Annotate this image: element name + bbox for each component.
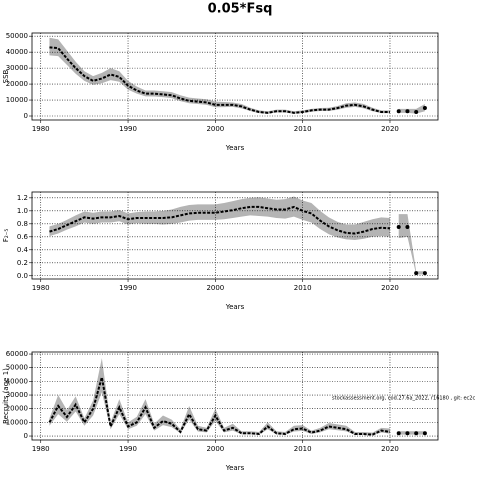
y-axis-label: Recruits (age 1): [2, 368, 10, 424]
confidence-band: [49, 358, 390, 436]
y-tick-label: 0.0: [17, 272, 28, 280]
x-tick-label: 2010: [294, 445, 312, 453]
annotation: stockassessment.org, cod.27.6a_2022, r16…: [332, 396, 475, 402]
x-tick-label: 1990: [119, 445, 137, 453]
y-tick-label: 1.0: [17, 207, 28, 215]
projection-point: [422, 106, 427, 111]
x-tick-label: 2010: [294, 125, 312, 133]
estimate-line: [49, 46, 390, 114]
x-axis-label: Years: [225, 303, 245, 311]
projection-point: [405, 431, 410, 436]
x-tick-label: 1980: [32, 445, 50, 453]
y-tick-label: 60000: [6, 350, 28, 358]
y-axis-label: SSB: [2, 69, 10, 83]
projection-point: [396, 431, 401, 436]
y-tick-label: 0.8: [17, 220, 28, 228]
x-tick-label: 2000: [206, 445, 224, 453]
confidence-band: [398, 214, 425, 275]
x-tick-label: 1980: [32, 284, 50, 292]
y-tick-label: 20000: [6, 405, 28, 413]
projection-point: [414, 271, 419, 276]
x-tick-label: 2010: [294, 284, 312, 292]
estimate-line: [49, 205, 391, 235]
y-axis-label: F₂₋₅: [2, 229, 10, 243]
projection-point: [405, 225, 410, 230]
x-tick-label: 2020: [381, 284, 399, 292]
y-tick-label: 0.4: [17, 246, 29, 254]
x-axis-label: Years: [225, 464, 245, 472]
y-tick-label: 40000: [6, 377, 28, 385]
y-tick-label: 30000: [6, 64, 28, 72]
y-tick-label: 50000: [6, 364, 28, 372]
y-tick-label: 0: [24, 432, 28, 440]
confidence-band: [398, 431, 425, 435]
projection-point: [422, 431, 427, 436]
projection-point: [422, 271, 427, 276]
figure-title: 0.05*Fsq: [208, 2, 273, 17]
y-tick-label: 20000: [6, 80, 28, 88]
x-axis-label: Years: [225, 144, 245, 152]
projection-point: [396, 109, 401, 114]
y-tick-label: 10000: [6, 418, 28, 426]
confidence-band: [398, 104, 425, 114]
x-tick-label: 2000: [206, 125, 224, 133]
y-tick-label: 30000: [6, 391, 28, 399]
projection-point: [405, 109, 410, 114]
projection-point: [396, 225, 401, 230]
y-tick-label: 0: [24, 112, 28, 120]
y-tick-label: 1.2: [17, 194, 28, 202]
plot-frame: [31, 351, 439, 441]
plot-frame: [31, 32, 439, 121]
x-tick-label: 1980: [32, 125, 50, 133]
projection-point: [414, 110, 419, 115]
estimate-line: [48, 377, 391, 436]
y-tick-label: 0.2: [17, 259, 28, 267]
x-tick-label: 1990: [119, 284, 137, 292]
x-tick-label: 1990: [119, 125, 137, 133]
y-tick-label: 50000: [6, 32, 28, 40]
x-tick-label: 2020: [381, 445, 399, 453]
x-tick-label: 2020: [381, 125, 399, 133]
projection-point: [414, 431, 419, 436]
plot-frame: [31, 191, 439, 280]
y-tick-label: 40000: [6, 48, 28, 56]
confidence-band: [49, 196, 390, 241]
y-tick-label: 10000: [6, 96, 28, 104]
x-tick-label: 2000: [206, 284, 224, 292]
confidence-band: [49, 37, 390, 114]
y-tick-label: 0.6: [17, 233, 29, 241]
